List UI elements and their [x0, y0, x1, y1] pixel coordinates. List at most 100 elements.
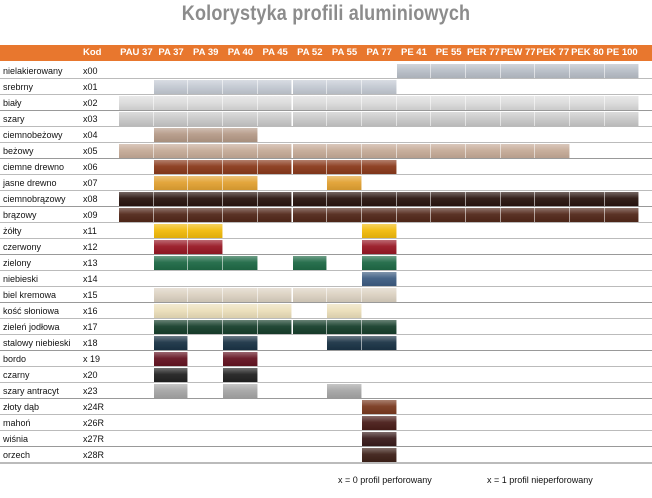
header-profile: PE 55: [435, 47, 462, 58]
color-swatch: [119, 112, 154, 126]
color-row: ciemnobrązowy x08: [0, 191, 652, 207]
header-profile: PA 40: [227, 47, 254, 58]
color-swatch: [327, 208, 362, 222]
color-swatch: [292, 208, 328, 222]
color-swatch: [292, 160, 328, 174]
color-swatch: [119, 192, 154, 206]
color-swatch: [223, 368, 258, 382]
color-code: x02: [83, 98, 98, 108]
color-name: bordo: [3, 354, 27, 364]
color-swatch: [604, 96, 640, 110]
color-swatch: [535, 96, 571, 110]
row-divider: [0, 414, 652, 415]
color-swatch: [361, 112, 397, 126]
color-swatch: [188, 208, 224, 222]
color-code: x14: [83, 274, 98, 284]
color-swatch: [153, 288, 189, 302]
color-swatch: [153, 208, 189, 222]
color-swatch: [570, 208, 605, 222]
color-row: srebrny x01: [0, 79, 652, 95]
color-swatch: [292, 192, 328, 206]
color-swatch: [361, 320, 397, 334]
color-row: czerwony x12: [0, 239, 652, 255]
header-profile: PA 77: [366, 47, 392, 58]
color-swatch: [396, 64, 432, 78]
color-swatch: [431, 192, 466, 206]
color-swatch: [361, 272, 397, 286]
color-swatch: [257, 304, 293, 318]
row-divider: [0, 110, 652, 111]
color-swatch: [500, 96, 536, 110]
color-swatch: [535, 64, 571, 78]
color-code: x17: [83, 322, 98, 332]
color-swatch: [223, 144, 258, 158]
color-swatch: [119, 96, 154, 110]
color-swatch: [292, 256, 328, 270]
color-code: x15: [83, 290, 98, 300]
header-profile: PA 45: [262, 47, 288, 58]
color-swatch: [535, 112, 571, 126]
row-divider: [0, 270, 652, 271]
header-profile: PA 39: [193, 47, 219, 58]
color-swatch: [188, 224, 224, 238]
color-swatch: [361, 400, 397, 414]
color-name: nielakierowany: [3, 66, 63, 76]
color-row: złoty dąb x24R: [0, 399, 652, 415]
color-code: x23: [83, 386, 98, 396]
header-profile: PA 55: [331, 47, 358, 58]
color-swatch: [223, 320, 258, 334]
color-row: szary antracyt x23: [0, 383, 652, 399]
color-swatch: [604, 192, 640, 206]
header-profile: PE 41: [400, 47, 427, 58]
color-code: x08: [83, 194, 98, 204]
color-name: ciemnobeżowy: [3, 130, 63, 140]
color-swatch: [153, 256, 189, 270]
color-row: nielakierowany x00: [0, 63, 652, 79]
table-bottom-divider: [0, 463, 652, 464]
color-swatch: [327, 80, 362, 94]
color-swatch: [223, 192, 258, 206]
color-swatch: [188, 160, 224, 174]
color-name: szary: [3, 114, 25, 124]
row-divider: [0, 174, 652, 175]
color-swatch: [500, 208, 536, 222]
color-swatch: [257, 320, 293, 334]
color-name: brązowy: [3, 210, 37, 220]
color-swatch: [431, 64, 466, 78]
color-swatch: [535, 192, 571, 206]
color-swatch: [119, 208, 154, 222]
color-swatch: [257, 160, 293, 174]
color-swatch: [223, 176, 258, 190]
color-code: x00: [83, 66, 98, 76]
color-swatch: [500, 192, 536, 206]
row-divider: [0, 350, 652, 351]
color-swatch: [153, 80, 189, 94]
color-swatch: [361, 288, 397, 302]
color-row: jasne drewno x07: [0, 175, 652, 191]
color-name: szary antracyt: [3, 386, 60, 396]
row-divider: [0, 302, 652, 303]
row-divider: [0, 190, 652, 191]
color-row: brązowy x09: [0, 207, 652, 223]
color-swatch: [327, 288, 362, 302]
header-profile: PEW 77: [500, 47, 536, 58]
color-swatch: [223, 128, 258, 142]
color-swatch: [153, 160, 189, 174]
color-name: niebieski: [3, 274, 39, 284]
color-swatch: [153, 128, 189, 142]
color-swatch: [223, 384, 258, 398]
color-row: biały x02: [0, 95, 652, 111]
color-code: x09: [83, 210, 98, 220]
color-swatch: [153, 320, 189, 334]
color-swatch: [292, 288, 328, 302]
color-swatch: [604, 64, 640, 78]
color-swatch: [292, 320, 328, 334]
color-name: stalowy niebieski: [3, 338, 71, 348]
color-swatch: [327, 144, 362, 158]
color-code: x03: [83, 114, 98, 124]
color-swatch: [570, 192, 605, 206]
color-row: niebieski x14: [0, 271, 652, 287]
color-swatch: [223, 288, 258, 302]
table-header: Kod PAU 37 PA 37 PA 39 PA 40 PA 45 PA 52 PA 55…: [0, 45, 652, 61]
color-swatch: [604, 112, 640, 126]
